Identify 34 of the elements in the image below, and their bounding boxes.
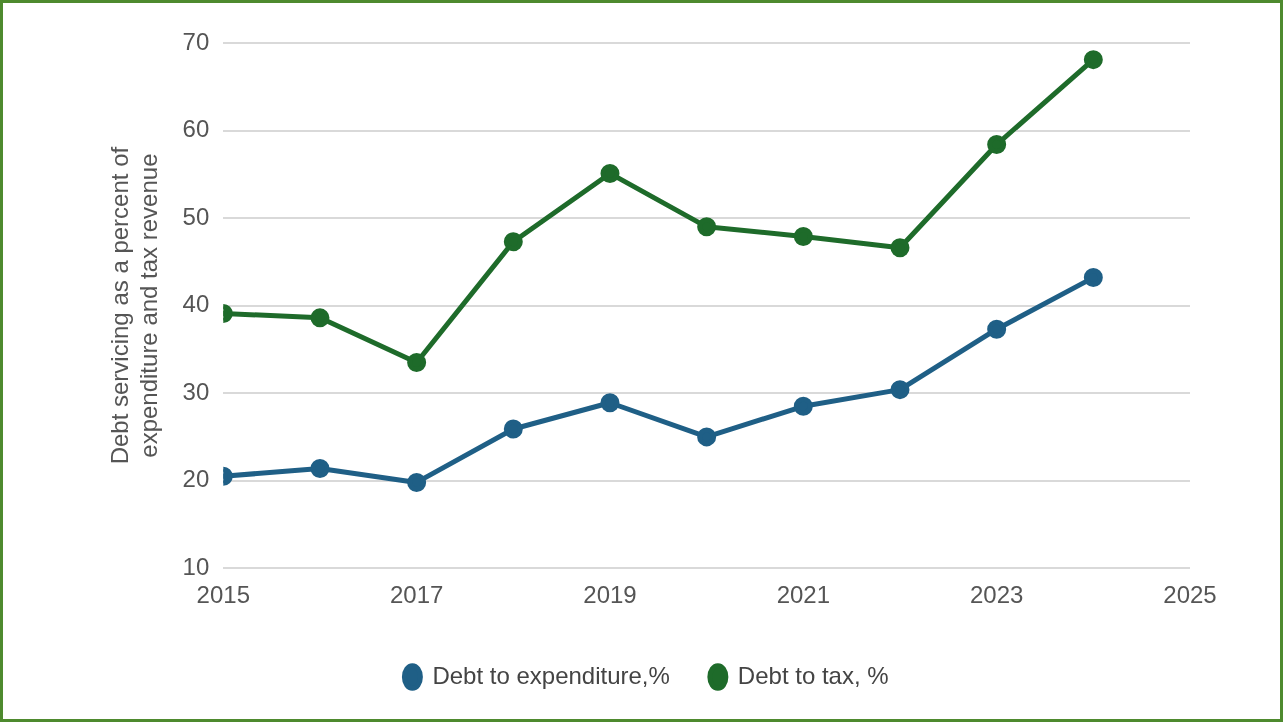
point <box>697 217 717 237</box>
point <box>793 226 813 246</box>
point <box>600 163 620 183</box>
y-axis-title: Debt servicing as a percent of expenditure and tax revenue <box>106 146 162 465</box>
point <box>1083 50 1103 70</box>
x-tick-label: 2019 <box>583 581 637 609</box>
point <box>1083 268 1103 288</box>
x-tick-label: 2023 <box>969 581 1024 609</box>
point <box>310 308 330 328</box>
point <box>890 238 910 258</box>
y-tick-label: 40 <box>182 290 210 318</box>
point <box>503 419 523 439</box>
legend-label: Debt to tax, % <box>737 661 889 689</box>
y-tick-label: 70 <box>182 27 210 55</box>
y-tick-label: 20 <box>182 465 210 493</box>
x-tick-label: 2025 <box>1163 581 1217 609</box>
point <box>987 319 1007 339</box>
legend-label: Debt to expenditure,% <box>432 661 670 689</box>
point <box>310 458 330 478</box>
x-tick-label: 2017 <box>389 581 444 609</box>
y-tick-label: 60 <box>182 115 210 143</box>
y-tick-label: 50 <box>182 202 210 230</box>
point <box>407 353 427 372</box>
x-tick-label: 2021 <box>776 581 831 609</box>
point <box>697 427 717 447</box>
point <box>987 135 1007 155</box>
y-tick-label: 30 <box>182 377 210 405</box>
point <box>407 472 427 492</box>
x-tick-label: 2015 <box>196 581 250 609</box>
point <box>600 393 620 413</box>
point <box>793 396 813 416</box>
y-tick-label: 10 <box>182 552 210 580</box>
point <box>503 232 523 252</box>
point <box>890 380 910 400</box>
